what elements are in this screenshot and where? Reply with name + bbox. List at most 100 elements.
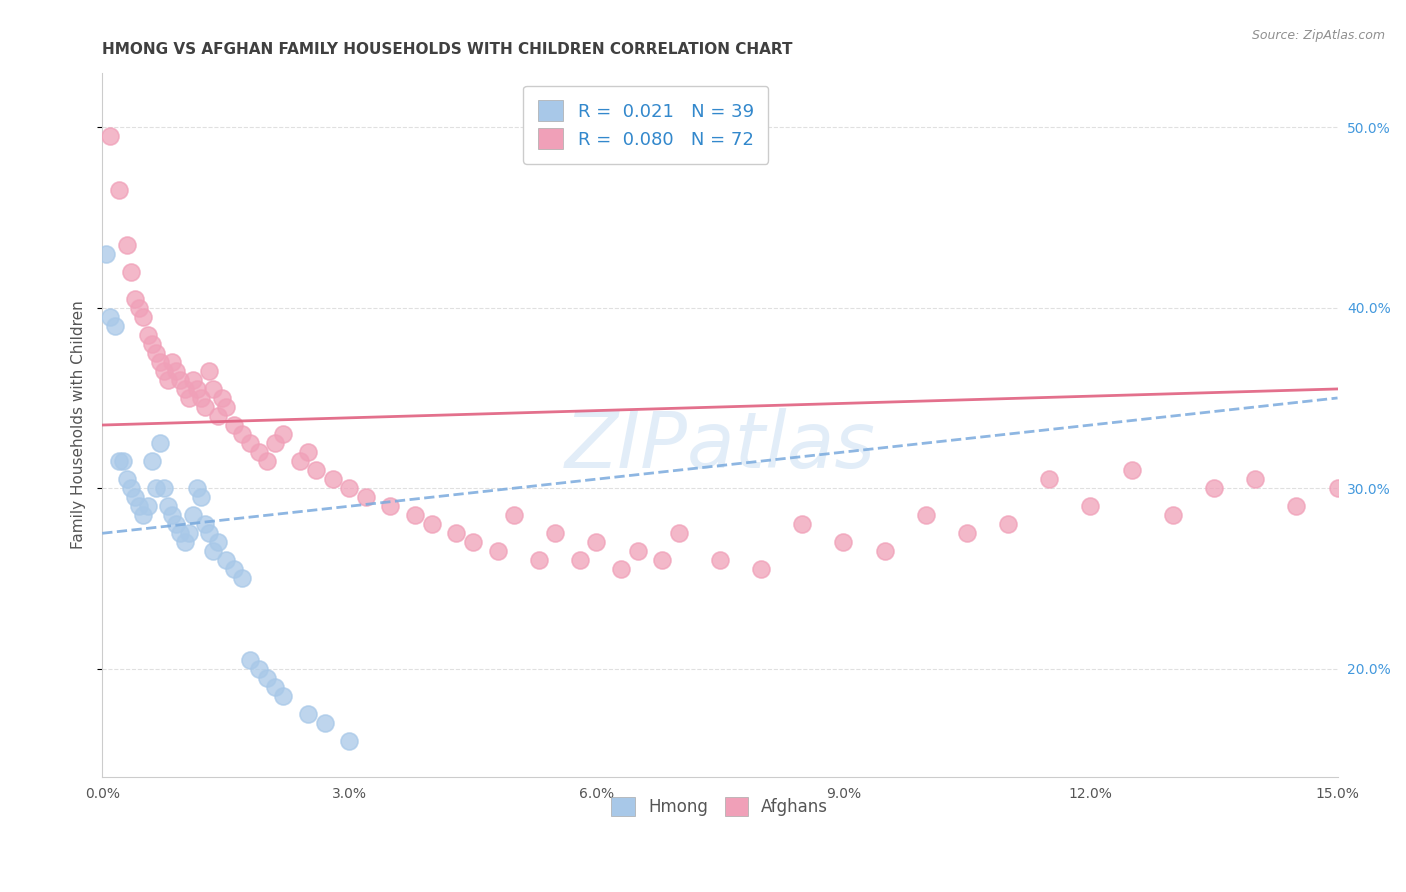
Point: [568, 553, 591, 567]
Point: [404, 508, 426, 523]
Point: [124, 490, 146, 504]
Point: [354, 490, 377, 504]
Point: [194, 517, 217, 532]
Point: [100, 129, 122, 144]
Point: [461, 535, 484, 549]
Point: [128, 301, 150, 315]
Point: [1285, 500, 1308, 514]
Point: [190, 391, 212, 405]
Point: [120, 481, 142, 495]
Point: [231, 427, 253, 442]
Point: [202, 382, 225, 396]
Point: [297, 445, 319, 459]
Point: [239, 436, 262, 450]
Point: [247, 662, 270, 676]
Point: [1080, 500, 1102, 514]
Point: [215, 400, 238, 414]
Point: [273, 689, 295, 703]
Point: [256, 671, 278, 685]
Point: [198, 364, 221, 378]
Point: [96, 246, 118, 260]
Point: [1244, 472, 1267, 486]
Point: [264, 436, 287, 450]
Point: [202, 544, 225, 558]
Point: [314, 715, 336, 730]
Point: [136, 500, 159, 514]
Point: [1121, 463, 1143, 477]
Point: [207, 535, 229, 549]
Point: [115, 237, 138, 252]
Text: Source: ZipAtlas.com: Source: ZipAtlas.com: [1251, 29, 1385, 42]
Point: [160, 508, 183, 523]
Point: [1202, 481, 1225, 495]
Point: [194, 400, 217, 414]
Point: [169, 526, 191, 541]
Point: [1161, 508, 1184, 523]
Point: [157, 373, 180, 387]
Point: [165, 364, 187, 378]
Point: [297, 706, 319, 721]
Point: [177, 391, 200, 405]
Point: [231, 571, 253, 585]
Point: [149, 436, 172, 450]
Point: [1326, 481, 1348, 495]
Point: [153, 364, 176, 378]
Point: [145, 346, 167, 360]
Point: [211, 391, 233, 405]
Point: [186, 481, 208, 495]
Point: [322, 472, 344, 486]
Point: [165, 517, 187, 532]
Point: [610, 562, 633, 576]
Point: [103, 318, 125, 333]
Point: [177, 526, 200, 541]
Point: [145, 481, 167, 495]
Point: [914, 508, 936, 523]
Point: [486, 544, 509, 558]
Point: [337, 733, 360, 747]
Point: [153, 481, 176, 495]
Point: [832, 535, 855, 549]
Point: [132, 310, 155, 324]
Point: [181, 373, 204, 387]
Point: [173, 382, 195, 396]
Text: ZIPatlas: ZIPatlas: [564, 409, 876, 484]
Point: [264, 680, 287, 694]
Point: [198, 526, 221, 541]
Point: [141, 454, 163, 468]
Legend: Hmong, Afghans: Hmong, Afghans: [603, 789, 837, 825]
Y-axis label: Family Households with Children: Family Households with Children: [72, 301, 86, 549]
Point: [585, 535, 607, 549]
Point: [132, 508, 155, 523]
Point: [157, 500, 180, 514]
Point: [239, 652, 262, 666]
Point: [544, 526, 567, 541]
Point: [997, 517, 1019, 532]
Point: [305, 463, 328, 477]
Point: [337, 481, 360, 495]
Point: [420, 517, 443, 532]
Point: [111, 454, 134, 468]
Point: [186, 382, 208, 396]
Point: [173, 535, 195, 549]
Point: [160, 355, 183, 369]
Point: [503, 508, 526, 523]
Point: [446, 526, 468, 541]
Point: [181, 508, 204, 523]
Point: [190, 490, 212, 504]
Point: [128, 500, 150, 514]
Point: [169, 373, 191, 387]
Point: [215, 553, 238, 567]
Point: [873, 544, 896, 558]
Point: [288, 454, 311, 468]
Text: HMONG VS AFGHAN FAMILY HOUSEHOLDS WITH CHILDREN CORRELATION CHART: HMONG VS AFGHAN FAMILY HOUSEHOLDS WITH C…: [103, 42, 793, 57]
Point: [136, 327, 159, 342]
Point: [749, 562, 772, 576]
Point: [1038, 472, 1060, 486]
Point: [107, 454, 129, 468]
Point: [1368, 436, 1391, 450]
Point: [149, 355, 172, 369]
Point: [956, 526, 979, 541]
Point: [668, 526, 690, 541]
Point: [222, 417, 245, 432]
Point: [124, 292, 146, 306]
